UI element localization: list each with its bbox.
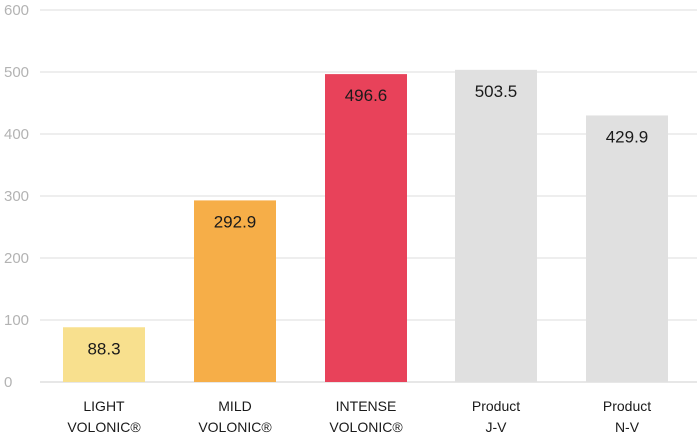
data-label: 88.3 [87,339,120,358]
category-labels: LIGHT VOLONIC® MILD VOLONIC® INTENSE VOLONIC®… [67,398,651,435]
y-tick-label: 600 [4,2,29,19]
data-label: 292.9 [214,212,257,231]
y-tick-label: 100 [4,312,29,329]
bar [63,327,145,382]
bars [63,69,668,382]
y-tick-label: 400 [4,126,29,143]
y-tick-label: 200 [4,250,29,267]
y-tick-label: 500 [4,64,29,81]
data-label: 503.5 [475,82,518,101]
x-tick-label: Product [603,398,651,414]
data-label: 496.6 [345,86,388,105]
x-tick-label: VOLONIC® [329,419,403,435]
x-tick-label: LIGHT [83,398,125,414]
bar [586,115,668,382]
x-tick-label: VOLONIC® [67,419,141,435]
bar [455,69,537,382]
y-tick-label: 0 [4,374,12,391]
x-tick-label: VOLONIC® [198,419,272,435]
x-tick-label: J-V [486,419,508,435]
x-tick-label: Product [472,398,520,414]
x-tick-label: N-V [615,419,640,435]
x-tick-label: MILD [218,398,251,414]
bar [194,200,276,382]
x-tick-label: INTENSE [336,398,397,414]
bar [325,74,407,382]
y-axis-ticks: 0 100 200 300 400 500 600 [4,2,29,391]
data-label: 429.9 [606,127,649,146]
y-tick-label: 300 [4,188,29,205]
value-labels: 88.3 292.9 496.6 503.5 429.9 [87,82,648,358]
